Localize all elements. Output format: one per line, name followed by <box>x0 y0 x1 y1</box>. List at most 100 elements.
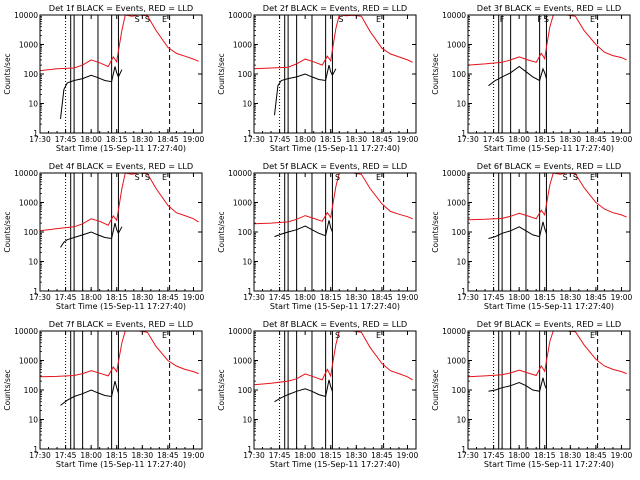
x-tick-label: 18:00 <box>80 451 102 460</box>
panel-title: Det 3f BLACK = Events, RED = LLD <box>477 3 621 13</box>
annotation-label: E <box>376 15 381 24</box>
x-tick-label: 18:00 <box>508 135 530 144</box>
events-series-line <box>488 221 547 239</box>
y-axis-title: Counts/sec <box>217 369 226 410</box>
lld-series-line <box>40 331 199 378</box>
x-tick-label: 18:00 <box>294 451 316 460</box>
lld-series-line <box>254 15 413 70</box>
x-tick-label: 18:00 <box>508 293 530 302</box>
y-tick-label: 1000 <box>19 41 38 50</box>
y-tick-label: 100 <box>452 70 467 79</box>
x-tick-label: 18:00 <box>294 293 316 302</box>
x-tick-label: 18:30 <box>560 451 582 460</box>
x-tick-label: 19:00 <box>397 293 419 302</box>
y-tick-label: 1 <box>33 445 38 454</box>
y-tick-label: 1000 <box>447 41 466 50</box>
y-axis-title: Counts/sec <box>431 211 440 252</box>
x-tick-label: 19:00 <box>183 451 205 460</box>
annotation-label: E <box>162 15 167 24</box>
annotation-label: E <box>590 331 595 340</box>
x-tick-label: 17:45 <box>55 135 77 144</box>
x-tick-label: 17:45 <box>55 451 77 460</box>
x-axis-title: Start Time (15-Sep-11 17:27:40) <box>56 144 186 153</box>
y-tick-label: 1 <box>247 445 252 454</box>
x-tick-label: 18:15 <box>534 451 556 460</box>
x-tick-label: 17:45 <box>483 451 505 460</box>
annotation-label: S <box>563 173 568 182</box>
x-tick-label: 17:30 <box>457 135 479 144</box>
y-tick-label: 10 <box>242 100 252 109</box>
annotation-label: E <box>376 173 381 182</box>
x-tick-label: 18:15 <box>106 293 128 302</box>
y-tick-label: 10 <box>28 258 38 267</box>
panel-title: Det 2f BLACK = Events, RED = LLD <box>263 3 407 13</box>
events-series-line <box>488 377 547 392</box>
annotation-label: S <box>145 15 150 24</box>
y-axis-title: Counts/sec <box>3 211 12 252</box>
x-tick-label: 17:30 <box>243 451 265 460</box>
y-tick-label: 10 <box>242 258 252 267</box>
y-axis-title: Counts/sec <box>3 369 12 410</box>
lld-series-line <box>468 15 627 66</box>
panel-det-6f: Det 6f BLACK = Events, RED = LLD S S E 17:30… <box>431 161 633 311</box>
y-tick-label: 100 <box>238 386 253 395</box>
annotation-label: S <box>135 15 140 24</box>
events-series-line <box>274 64 337 116</box>
panel-title: Det 5f BLACK = Events, RED = LLD <box>263 161 407 171</box>
x-tick-label: 18:15 <box>320 293 342 302</box>
x-axis-title: Start Time (15-Sep-11 17:27:40) <box>484 144 614 153</box>
x-tick-label: 18:00 <box>80 293 102 302</box>
x-tick-label: 18:00 <box>508 451 530 460</box>
lld-series-line <box>40 15 199 72</box>
x-tick-label: 19:00 <box>611 293 633 302</box>
x-tick-label: 17:45 <box>55 293 77 302</box>
y-tick-label: 10000 <box>14 169 38 178</box>
x-tick-label: 18:45 <box>371 451 393 460</box>
y-tick-label: 10000 <box>442 11 466 20</box>
x-axis-title: Start Time (15-Sep-11 17:27:40) <box>270 302 400 311</box>
x-tick-label: 18:45 <box>371 135 393 144</box>
x-tick-label: 17:45 <box>269 135 291 144</box>
events-series-line <box>60 66 123 119</box>
x-tick-label: 18:00 <box>80 135 102 144</box>
annotation-label: S <box>145 173 150 182</box>
x-tick-label: 18:15 <box>320 135 342 144</box>
y-tick-label: 10 <box>456 258 466 267</box>
y-tick-label: 100 <box>452 386 467 395</box>
x-tick-label: 19:00 <box>397 135 419 144</box>
y-tick-label: 100 <box>452 228 467 237</box>
x-tick-label: 18:15 <box>320 451 342 460</box>
x-tick-label: 18:30 <box>346 293 368 302</box>
annotation-label: S <box>573 173 578 182</box>
events-series-line <box>60 380 119 406</box>
y-tick-label: 1000 <box>447 199 466 208</box>
y-tick-label: 1 <box>247 287 252 296</box>
x-tick-label: 18:30 <box>560 293 582 302</box>
panel-det-1f: Det 1f BLACK = Events, RED = LLD S S E 17:30… <box>3 3 205 153</box>
x-axis-title: Start Time (15-Sep-11 17:27:40) <box>484 302 614 311</box>
x-tick-label: 18:45 <box>371 293 393 302</box>
y-tick-label: 100 <box>238 228 253 237</box>
panel-title: Det 4f BLACK = Events, RED = LLD <box>49 161 193 171</box>
x-tick-label: 18:30 <box>132 135 154 144</box>
x-axis-title: Start Time (15-Sep-11 17:27:40) <box>56 302 186 311</box>
lld-series-line <box>468 331 627 378</box>
x-tick-label: 18:45 <box>157 293 179 302</box>
y-axis-title: Counts/sec <box>431 369 440 410</box>
panel-det-9f: Det 9f BLACK = Events, RED = LLD E 17:30 17… <box>431 319 633 469</box>
x-tick-label: 18:15 <box>106 135 128 144</box>
x-tick-label: 19:00 <box>611 135 633 144</box>
x-tick-label: 17:30 <box>457 293 479 302</box>
y-axis-title: Counts/sec <box>217 53 226 94</box>
x-tick-label: 18:45 <box>157 135 179 144</box>
panel-det-4f: Det 4f BLACK = Events, RED = LLD S S E 17:30… <box>3 161 205 311</box>
x-tick-label: 17:30 <box>29 293 51 302</box>
plot-frame <box>39 172 203 292</box>
annotation-label: S <box>335 331 340 340</box>
x-tick-label: 17:30 <box>29 451 51 460</box>
annotation-label: E <box>590 173 595 182</box>
x-tick-label: 18:30 <box>346 135 368 144</box>
